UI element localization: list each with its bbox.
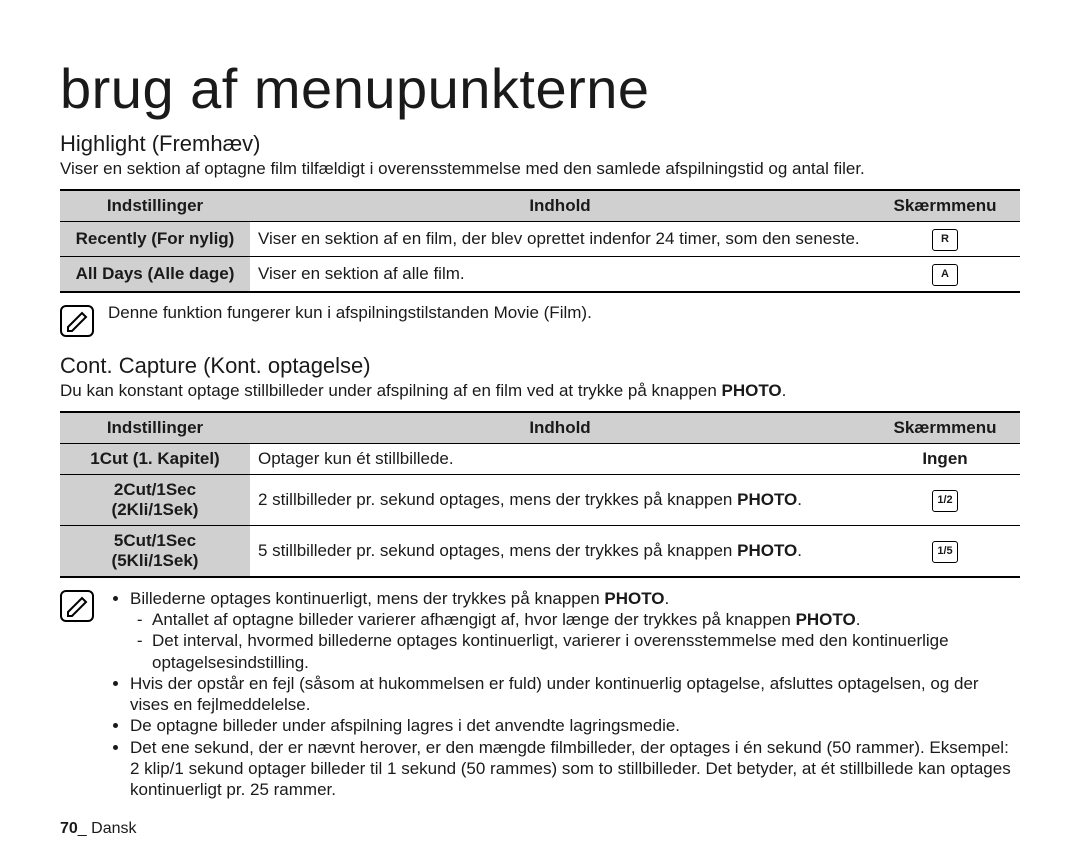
- note-bold: PHOTO: [796, 610, 856, 629]
- manual-page: brug af menupunkterne Highlight (Fremhæv…: [0, 0, 1080, 868]
- col-skaermmenu: Skærmmenu: [870, 412, 1020, 444]
- page-number: 70: [60, 820, 78, 837]
- section-heading-contcapture: Cont. Capture (Kont. optagelse): [60, 353, 1020, 379]
- cell-content: Viser en sektion af alle film.: [250, 256, 870, 292]
- note-subitem: Det interval, hvormed billederne optages…: [152, 630, 1020, 673]
- desc-bold: PHOTO: [722, 381, 782, 400]
- content-bold: PHOTO: [737, 541, 797, 560]
- section-heading-highlight: Highlight (Fremhæv): [60, 131, 1020, 157]
- cell-content: Viser en sektion af en film, der blev op…: [250, 221, 870, 256]
- note-post: .: [856, 610, 861, 629]
- note-list: Billederne optages kontinuerligt, mens d…: [108, 588, 1020, 801]
- cell-content: Optager kun ét stillbillede.: [250, 443, 870, 474]
- note-pre: Antallet af optagne billeder varierer af…: [152, 610, 796, 629]
- table-row: 2Cut/1Sec (2Kli/1Sek) 2 stillbilleder pr…: [60, 474, 1020, 525]
- cell-option: Recently (For nylig): [60, 221, 250, 256]
- cell-menu: Ingen: [870, 443, 1020, 474]
- section-desc-highlight: Viser en sektion af optagne film tilfæld…: [60, 159, 1020, 179]
- footer-sep: _: [78, 820, 91, 837]
- pencil-note-icon: [60, 305, 94, 337]
- col-indhold: Indhold: [250, 190, 870, 222]
- table-header-row: Indstillinger Indhold Skærmmenu: [60, 412, 1020, 444]
- cell-option: 2Cut/1Sec (2Kli/1Sek): [60, 474, 250, 525]
- table-contcapture: Indstillinger Indhold Skærmmenu 1Cut (1.…: [60, 411, 1020, 578]
- table-highlight: Indstillinger Indhold Skærmmenu Recently…: [60, 189, 1020, 293]
- table-row: 5Cut/1Sec (5Kli/1Sek) 5 stillbilleder pr…: [60, 525, 1020, 577]
- note-item: Hvis der opstår en fejl (såsom at hukomm…: [130, 673, 1020, 716]
- content-pre: 5 stillbilleder pr. sekund optages, mens…: [258, 541, 737, 560]
- cell-option: All Days (Alle dage): [60, 256, 250, 292]
- note-post: .: [665, 589, 670, 608]
- cell-menu: 1/5: [870, 525, 1020, 577]
- footer-lang: Dansk: [91, 820, 136, 837]
- cell-option: 1Cut (1. Kapitel): [60, 443, 250, 474]
- page-title: brug af menupunkterne: [60, 60, 1020, 119]
- col-skaermmenu: Skærmmenu: [870, 190, 1020, 222]
- desc-post: .: [782, 381, 787, 400]
- table-row: All Days (Alle dage) Viser en sektion af…: [60, 256, 1020, 292]
- menu-icon-15: 1/5: [932, 541, 958, 563]
- col-indstillinger: Indstillinger: [60, 412, 250, 444]
- cell-content: 5 stillbilleder pr. sekund optages, mens…: [250, 525, 870, 577]
- table-row: 1Cut (1. Kapitel) Optager kun ét stillbi…: [60, 443, 1020, 474]
- table-header-row: Indstillinger Indhold Skærmmenu: [60, 190, 1020, 222]
- cell-menu: R: [870, 221, 1020, 256]
- desc-pre: Du kan konstant optage stillbilleder und…: [60, 381, 722, 400]
- content-pre: 2 stillbilleder pr. sekund optages, mens…: [258, 490, 737, 509]
- pencil-note-icon: [60, 590, 94, 622]
- cell-content: 2 stillbilleder pr. sekund optages, mens…: [250, 474, 870, 525]
- section-desc-contcapture: Du kan konstant optage stillbilleder und…: [60, 381, 1020, 401]
- table-row: Recently (For nylig) Viser en sektion af…: [60, 221, 1020, 256]
- note-item: Det ene sekund, der er nævnt herover, er…: [130, 737, 1020, 801]
- cell-option: 5Cut/1Sec (5Kli/1Sek): [60, 525, 250, 577]
- note-highlight: Denne funktion fungerer kun i afspilning…: [60, 303, 1020, 337]
- note-pre: Billederne optages kontinuerligt, mens d…: [130, 589, 604, 608]
- col-indhold: Indhold: [250, 412, 870, 444]
- note-subitem: Antallet af optagne billeder varierer af…: [152, 609, 1020, 630]
- col-indstillinger: Indstillinger: [60, 190, 250, 222]
- content-post: .: [797, 541, 802, 560]
- note-item: De optagne billeder under afspilning lag…: [130, 715, 1020, 736]
- menu-icon-r: R: [932, 229, 958, 251]
- note-text: Denne funktion fungerer kun i afspilning…: [108, 303, 1020, 323]
- content-bold: PHOTO: [737, 490, 797, 509]
- menu-icon-12: 1/2: [932, 490, 958, 512]
- cell-menu: 1/2: [870, 474, 1020, 525]
- content-post: .: [797, 490, 802, 509]
- note-bold: PHOTO: [604, 589, 664, 608]
- note-contcapture: Billederne optages kontinuerligt, mens d…: [60, 588, 1020, 801]
- note-item: Billederne optages kontinuerligt, mens d…: [130, 588, 1020, 673]
- menu-icon-a: A: [932, 264, 958, 286]
- cell-menu: A: [870, 256, 1020, 292]
- page-footer: 70_ Dansk: [60, 820, 137, 838]
